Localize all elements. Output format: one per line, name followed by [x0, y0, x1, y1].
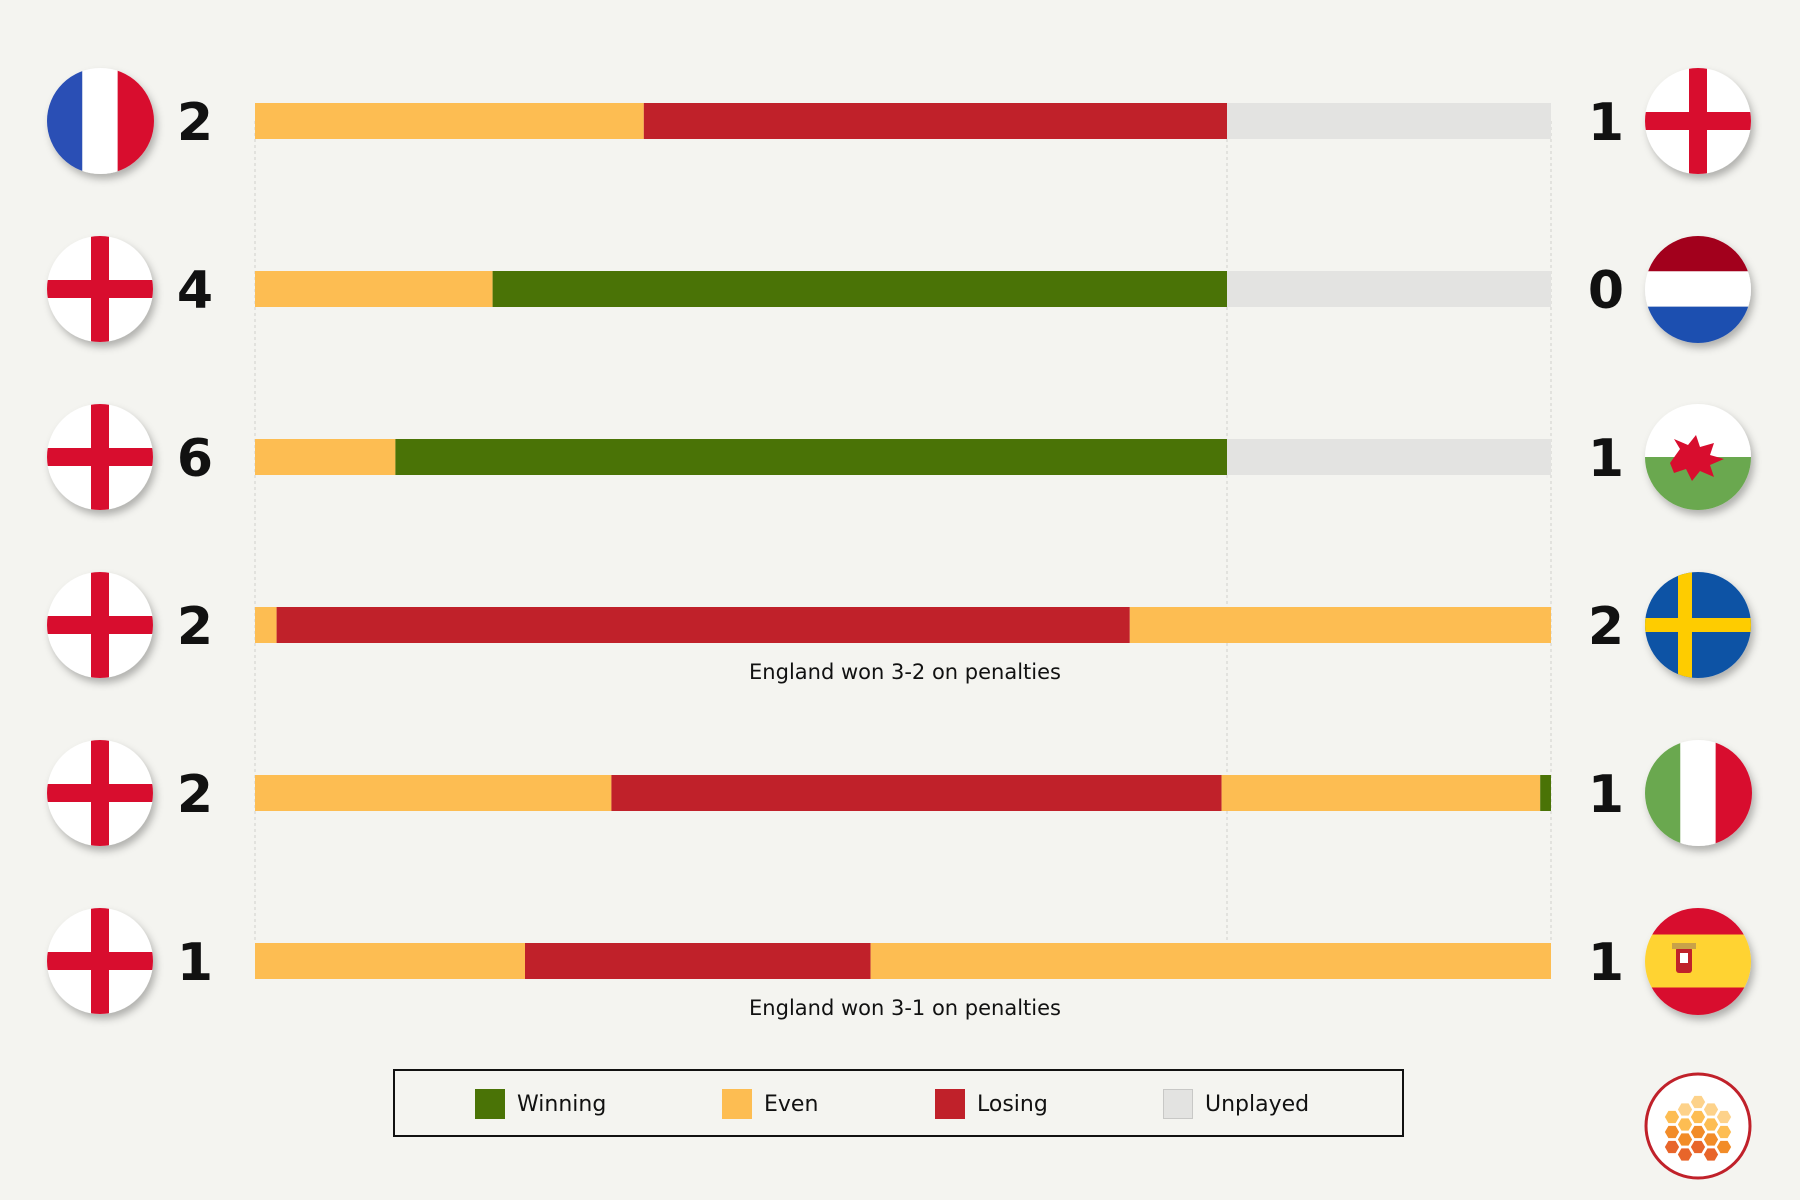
bar-segment-winning	[395, 439, 1227, 475]
legend-swatch-even	[722, 1089, 752, 1119]
england-flag-icon	[47, 236, 153, 342]
bar-segment-unplayed	[1227, 103, 1551, 139]
legend-item-unplayed: Unplayed	[1163, 1089, 1309, 1119]
legend-swatch-losing	[935, 1089, 965, 1119]
legend: Winning Even Losing Unplayed	[393, 1069, 1404, 1137]
gridlines	[254, 121, 1552, 941]
bar-segment-even	[255, 271, 493, 307]
bar-segment-even	[255, 439, 396, 475]
bar-segment-unplayed	[1227, 271, 1551, 307]
legend-label-unplayed: Unplayed	[1205, 1091, 1310, 1117]
left-score: 1	[177, 933, 213, 993]
match-note: England won 3-1 on penalties	[749, 996, 1061, 1020]
legend-label-winning: Winning	[517, 1091, 607, 1117]
bar-segment-losing	[611, 775, 1222, 811]
right-score: 1	[1588, 429, 1624, 489]
bar-segment-even	[255, 943, 525, 979]
netherlands-flag-icon	[1645, 236, 1751, 343]
england-flag-icon	[47, 740, 153, 846]
spain-flag-icon	[1645, 908, 1751, 1015]
legend-item-winning: Winning	[475, 1089, 606, 1119]
bar-segment-losing	[643, 103, 1227, 139]
legend-label-even: Even	[764, 1091, 819, 1117]
left-score: 2	[177, 597, 213, 657]
england-flag-icon	[47, 404, 153, 510]
england-flag-icon	[47, 572, 153, 678]
bar-segment-losing	[525, 943, 871, 979]
italy-flag-icon	[1645, 740, 1752, 846]
right-score: 2	[1588, 597, 1624, 657]
legend-item-even: Even	[722, 1089, 818, 1119]
right-score: 1	[1588, 765, 1624, 825]
right-score: 1	[1588, 933, 1624, 993]
left-score: 2	[177, 765, 213, 825]
bar-segment-unplayed	[1227, 439, 1551, 475]
bar-segment-winning	[492, 271, 1228, 307]
flags	[47, 68, 1752, 1015]
bars	[255, 103, 1551, 979]
legend-item-losing: Losing	[935, 1089, 1048, 1119]
sweden-flag-icon	[1645, 572, 1751, 678]
bar-segment-even	[1129, 607, 1551, 643]
left-score: 2	[177, 93, 213, 153]
bar-segment-even	[870, 943, 1551, 979]
left-score: 4	[177, 261, 213, 321]
right-score: 1	[1588, 93, 1624, 153]
legend-swatch-winning	[475, 1089, 505, 1119]
right-score: 0	[1588, 261, 1624, 321]
wales-flag-icon	[1645, 404, 1751, 510]
legend-label-losing: Losing	[977, 1091, 1048, 1117]
england-flag-icon	[1645, 68, 1751, 174]
left-score: 6	[177, 429, 213, 489]
bar-segment-losing	[276, 607, 1130, 643]
logo	[1644, 1072, 1752, 1180]
bar-segment-even	[255, 607, 277, 643]
honeycomb-icon	[1663, 1094, 1733, 1163]
bar-segment-winning	[1540, 775, 1551, 811]
bar-segment-even	[255, 775, 612, 811]
match-note: England won 3-2 on penalties	[749, 660, 1061, 684]
legend-swatch-unplayed	[1163, 1089, 1193, 1119]
france-flag-icon	[47, 68, 154, 174]
bar-segment-even	[1221, 775, 1541, 811]
england-flag-icon	[47, 908, 153, 1014]
bar-segment-even	[255, 103, 644, 139]
